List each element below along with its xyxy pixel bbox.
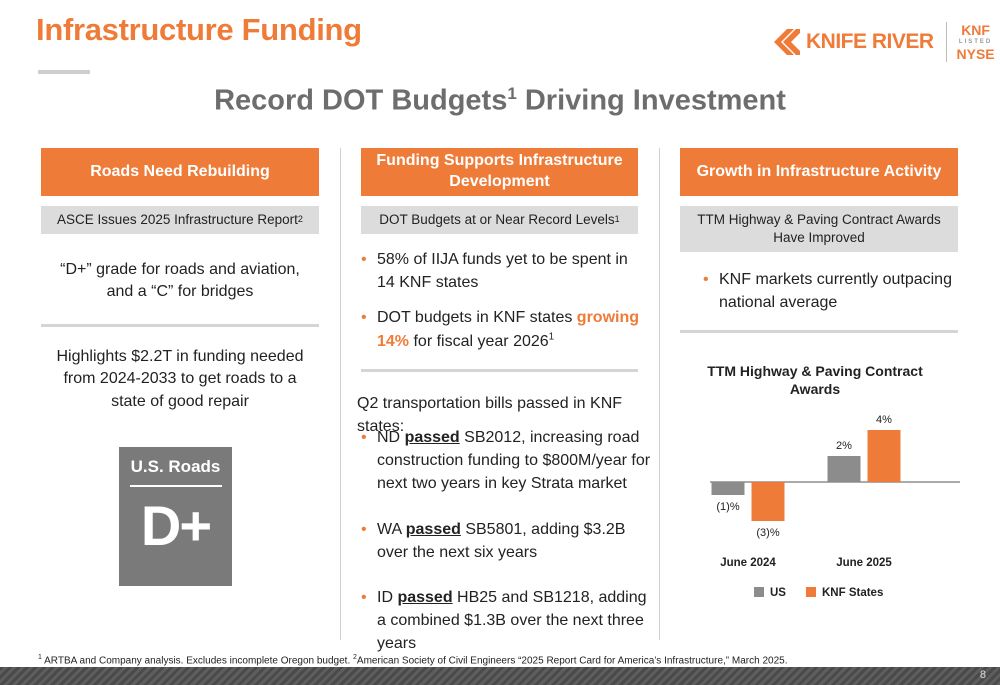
footnote-text-2: American Society of Civil Engineers “202…: [356, 655, 788, 667]
col2-top-bullets: 58% of IIJA funds yet to be spent in 14 …: [361, 248, 646, 353]
bar-us-0: [711, 482, 745, 495]
subtitle-text: Record DOT Budgets: [214, 84, 508, 117]
data-label: (1)%: [716, 501, 739, 513]
footnote: 1 ARTBA and Company analysis. Excludes i…: [38, 654, 787, 666]
col1-sub-footnote: 2: [297, 214, 303, 225]
list-item: 58% of IIJA funds yet to be spent in 14 …: [361, 248, 646, 294]
footnote-ref-1: 1: [38, 654, 42, 661]
passed-label: passed: [404, 429, 460, 446]
bullet-footnote: 1: [548, 331, 555, 343]
title-underline: [38, 70, 90, 74]
col1-funding-text: Highlights $2.2T in funding needed from …: [56, 348, 304, 410]
column-divider-1: [340, 148, 341, 640]
list-item: ID passed HB25 and SB1218, adding a comb…: [361, 586, 651, 656]
col2-subheading: DOT Budgets at or Near Record Levels 1: [361, 206, 638, 234]
highlight-growth: growing 14%: [377, 309, 640, 350]
col1-heading: Roads Need Rebuilding: [41, 148, 319, 196]
col1-separator: [41, 324, 319, 327]
slide-title: Infrastructure Funding: [36, 12, 362, 47]
bullet-text: ND: [377, 429, 405, 446]
bullet-text: HB25 and SB1218, adding a combined $1.3B…: [377, 588, 647, 653]
slide-subtitle: Record DOT Budgets1 Driving Investment: [0, 84, 1000, 118]
bar-us-1: [827, 456, 861, 482]
subtitle-footnote-ref: 1: [507, 84, 517, 103]
col1-sub-text: ASCE Issues 2025 Infrastructure Report: [57, 212, 298, 228]
category-label: June 2025: [836, 557, 892, 569]
col2-sub-text: DOT Budgets at or Near Record Levels: [379, 212, 615, 228]
col3-subheading: TTM Highway & Paving Contract Awards Hav…: [680, 206, 958, 252]
passed-label: passed: [397, 588, 453, 606]
subtitle-rest: Driving Investment: [516, 84, 786, 117]
badge-rule: [129, 485, 222, 487]
list-item: DOT budgets in KNF states growing 14% fo…: [361, 306, 646, 352]
listing-exchange: NYSE: [956, 46, 995, 62]
list-item: WA passed SB5801, adding $3.2B over the …: [361, 518, 651, 564]
col2-separator: [361, 369, 638, 372]
listing-ticker: KNF: [961, 22, 990, 38]
category-label: June 2024: [720, 557, 776, 569]
bar-knf-states-1: [867, 430, 901, 482]
list-item: KNF markets currently outpacing national…: [703, 268, 953, 314]
col2-bill-bullets: ND passed SB2012, increasing road constr…: [361, 426, 651, 656]
footnote-text-1: ARTBA and Company analysis. Excludes inc…: [41, 655, 354, 667]
bullet-text: for fiscal year 2026: [409, 332, 549, 350]
company-logo: KNIFE RIVER KNF LISTED NYSE: [774, 20, 995, 64]
passed-label: passed: [405, 520, 461, 538]
col3-separator: [680, 330, 958, 333]
col3-bullets: KNF markets currently outpacing national…: [703, 268, 953, 314]
legend-swatch-us: [754, 587, 764, 597]
data-label: (3)%: [756, 527, 779, 539]
data-label: 2%: [836, 440, 852, 452]
bullet-text: SB5801, adding $3.2B over the next six y…: [377, 520, 626, 561]
badge-grade: D+: [140, 494, 212, 557]
listing-badge: KNF LISTED NYSE: [957, 23, 995, 61]
legend-swatch-knf-states: [806, 587, 816, 597]
page-number: 8: [979, 669, 986, 681]
column-divider-2: [659, 148, 660, 640]
listing-label: LISTED: [958, 39, 993, 45]
bullet-text: SB2012, increasing road construction fun…: [377, 429, 651, 493]
logo-divider: [945, 22, 947, 62]
knife-river-logo-icon: [774, 29, 800, 55]
bar-knf-states-0: [751, 482, 785, 521]
roads-grade-badge: U.S. Roads D+: [119, 447, 232, 586]
data-label: 4%: [876, 414, 892, 426]
footer-stripe: [0, 667, 1000, 685]
col2-sub-footnote: 1: [614, 214, 620, 225]
list-item: ND passed SB2012, increasing road constr…: [361, 426, 651, 496]
bullet-text: WA: [377, 520, 406, 538]
col2-heading: Funding Supports Infrastructure Developm…: [361, 148, 638, 196]
legend-label: KNF States: [822, 587, 883, 599]
badge-title: U.S. Roads: [130, 457, 221, 476]
chart-title: TTM Highway & Paving Contract Awards: [707, 363, 923, 398]
col3-heading: Growth in Infrastructure Activity: [680, 148, 958, 196]
bullet-text: ID: [377, 588, 398, 606]
footnote-ref-2: 2: [353, 654, 357, 661]
legend-label: US: [770, 587, 786, 599]
contract-awards-chart: (1)% (3)% June 2024 2% 4% June 2025 US KNF Stat…: [710, 414, 960, 599]
col1-subheading: ASCE Issues 2025 Infrastructure Report 2: [41, 206, 319, 234]
col1-grade-text: “D+” grade for roads and aviation, and a…: [60, 261, 300, 301]
bullet-text: DOT budgets in KNF states: [377, 309, 577, 327]
logo-wordmark: KNIFE RIVER: [806, 30, 934, 53]
